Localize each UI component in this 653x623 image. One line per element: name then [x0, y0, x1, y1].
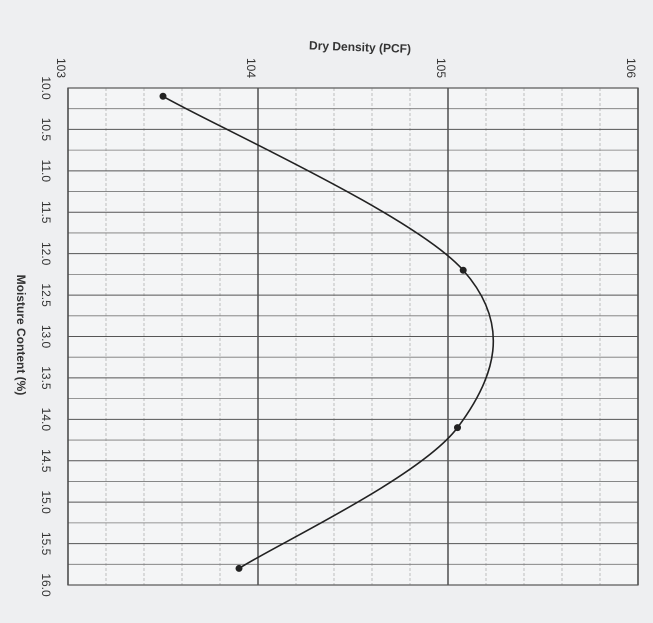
y-tick-label: 104: [244, 58, 258, 78]
x-tick-label: 14.5: [39, 449, 53, 473]
x-tick-label: 14.0: [39, 408, 53, 432]
x-tick-label: 12.0: [39, 242, 53, 266]
x-tick-label: 13.5: [39, 366, 53, 390]
x-tick-label: 13.0: [39, 325, 53, 349]
y-axis-title: Dry Density (PCF): [309, 38, 411, 56]
x-tick-label: 10.5: [39, 118, 53, 142]
x-tick-label: 12.5: [39, 283, 53, 307]
point: [454, 424, 461, 432]
x-axis-title: Moisture Content (%): [14, 275, 28, 396]
curve: [162, 95, 495, 570]
y-tick-label: 106: [624, 58, 638, 78]
x-tick-label: 11.5: [39, 201, 53, 224]
x-tick-label: 11.0: [39, 160, 53, 183]
y-tick-label: 103: [54, 58, 68, 78]
x-tick-label: 16.0: [39, 573, 53, 597]
point: [235, 564, 243, 572]
x-tick-label: 15.5: [39, 532, 53, 556]
x-tick-label: 10.0: [39, 76, 53, 100]
point: [459, 266, 467, 274]
y-tick-label: 105: [434, 58, 448, 78]
point: [159, 92, 167, 100]
x-tick-label: 15.0: [39, 490, 53, 514]
